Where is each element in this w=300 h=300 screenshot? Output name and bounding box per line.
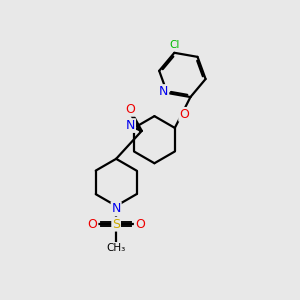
Text: Cl: Cl bbox=[169, 40, 179, 50]
Text: O: O bbox=[179, 108, 189, 121]
Text: N: N bbox=[112, 202, 121, 215]
Text: CH₃: CH₃ bbox=[106, 243, 126, 253]
Text: O: O bbox=[135, 218, 145, 231]
Text: S: S bbox=[112, 218, 120, 231]
Text: N: N bbox=[126, 119, 135, 132]
Text: O: O bbox=[88, 218, 98, 231]
Text: N: N bbox=[159, 85, 168, 98]
Text: O: O bbox=[126, 103, 136, 116]
